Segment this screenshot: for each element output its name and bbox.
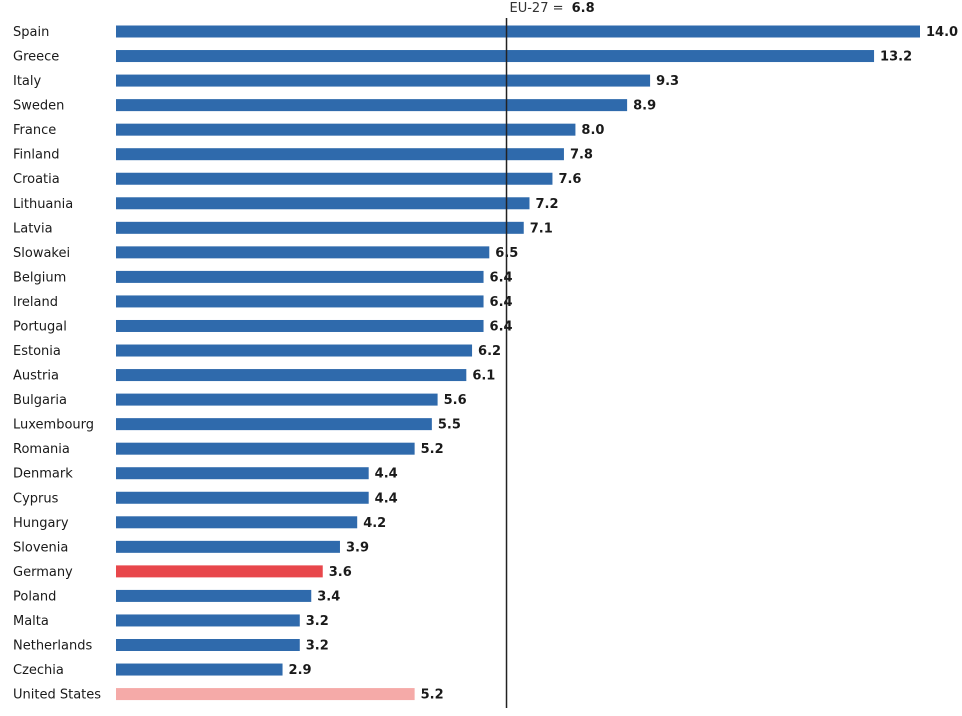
- value-label: 5.2: [421, 442, 444, 457]
- category-label: Latvia: [13, 221, 53, 236]
- value-label: 5.6: [444, 393, 467, 408]
- bar: [116, 148, 564, 161]
- bar: [116, 369, 467, 382]
- category-label: Slowakei: [13, 246, 70, 261]
- value-label: 6.4: [490, 319, 513, 334]
- category-label: Luxembourg: [13, 418, 94, 433]
- eu27-reference-text: EU-27 =: [510, 1, 564, 16]
- category-label: Germany: [13, 565, 73, 580]
- category-label: Finland: [13, 148, 59, 163]
- bar: [116, 565, 323, 578]
- bar: [116, 270, 484, 283]
- category-label: Poland: [13, 589, 56, 604]
- value-label: 6.4: [490, 270, 513, 285]
- eu27-reference-value: 6.8: [572, 1, 595, 16]
- value-label: 2.9: [289, 663, 312, 678]
- category-label: Netherlands: [13, 639, 92, 654]
- category-label: Lithuania: [13, 197, 73, 212]
- value-label: 3.2: [306, 614, 329, 629]
- bar: [116, 540, 340, 553]
- category-label: Ireland: [13, 295, 58, 310]
- category-label: Romania: [13, 442, 70, 457]
- value-label: 6.2: [478, 344, 501, 359]
- bar: [116, 319, 484, 332]
- category-label: Greece: [13, 50, 59, 65]
- category-label: Italy: [13, 74, 42, 89]
- value-label: 3.6: [329, 565, 352, 580]
- bar: [116, 418, 432, 431]
- category-label: Cyprus: [13, 491, 59, 506]
- category-label: Denmark: [13, 467, 73, 482]
- category-label: United States: [13, 688, 101, 703]
- bar: [116, 74, 651, 87]
- value-label: 13.2: [880, 50, 912, 65]
- bar: [116, 25, 920, 38]
- category-label: Bulgaria: [13, 393, 67, 408]
- category-label: Sweden: [13, 99, 64, 114]
- bar: [116, 221, 524, 234]
- value-label: 14.0: [926, 25, 958, 40]
- bar: [116, 50, 875, 63]
- category-label: France: [13, 123, 56, 138]
- bar: [116, 442, 415, 455]
- bar: [116, 246, 490, 259]
- category-label: Malta: [13, 614, 49, 629]
- bar: [116, 197, 530, 210]
- bar: [116, 589, 312, 602]
- category-label: Croatia: [13, 172, 60, 187]
- bar: [116, 639, 300, 651]
- bar: [116, 467, 369, 480]
- bar: [116, 688, 415, 701]
- category-label: Hungary: [13, 516, 69, 531]
- bar: [116, 123, 576, 136]
- bar: [116, 172, 553, 185]
- value-label: 7.2: [535, 197, 558, 212]
- bars-layer: Spain 14.0 Greece 13.2 Italy 9.3 Sweden 8.9 Fran…: [13, 25, 958, 703]
- value-label: 3.9: [346, 540, 369, 555]
- category-label: Czechia: [13, 663, 64, 678]
- value-label: 6.1: [472, 369, 495, 384]
- value-label: 4.2: [363, 516, 386, 531]
- value-label: 7.8: [570, 148, 593, 163]
- value-label: 4.4: [375, 491, 398, 506]
- value-label: 8.0: [581, 123, 604, 138]
- category-label: Estonia: [13, 344, 61, 359]
- value-label: 5.5: [438, 418, 461, 433]
- value-label: 4.4: [375, 467, 398, 482]
- value-label: 7.6: [558, 172, 581, 187]
- bar: [116, 663, 283, 676]
- bar: [116, 295, 484, 308]
- value-label: 5.2: [421, 688, 444, 703]
- value-label: 8.9: [633, 99, 656, 114]
- bar: [116, 614, 300, 627]
- bar: [116, 516, 358, 529]
- value-label: 7.1: [530, 221, 553, 236]
- bar: [116, 99, 628, 112]
- category-label: Belgium: [13, 270, 66, 285]
- value-label: 3.4: [317, 589, 340, 604]
- value-label: 3.2: [306, 639, 329, 654]
- value-label: 9.3: [656, 74, 679, 89]
- category-label: Portugal: [13, 319, 67, 334]
- category-label: Slovenia: [13, 540, 68, 555]
- bar: [116, 344, 473, 357]
- category-label: Austria: [13, 369, 59, 384]
- category-label: Spain: [13, 25, 49, 40]
- value-label: 6.4: [490, 295, 513, 310]
- bar: [116, 393, 438, 406]
- eu27-reference-label: EU-27 = 6.8: [510, 1, 595, 16]
- bar: [116, 491, 369, 504]
